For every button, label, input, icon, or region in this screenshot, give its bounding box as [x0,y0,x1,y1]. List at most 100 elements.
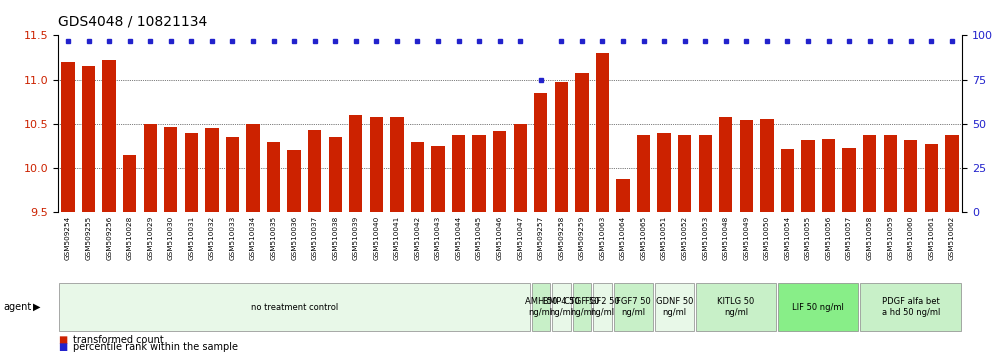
Text: BMP4 50
ng/ml: BMP4 50 ng/ml [543,297,580,317]
Text: GSM510029: GSM510029 [147,216,153,260]
Bar [184,133,198,212]
Bar [822,139,836,212]
Text: GSM510030: GSM510030 [167,216,174,260]
Text: ■: ■ [58,342,67,352]
Bar [924,144,938,212]
Bar [617,179,629,212]
Bar [945,135,958,212]
Text: GSM510039: GSM510039 [353,216,359,260]
Bar [555,82,568,212]
Text: GSM510031: GSM510031 [188,216,194,260]
Text: FGF7 50
ng/ml: FGF7 50 ng/ml [616,297,650,317]
Bar [740,120,753,212]
Bar [514,124,527,212]
Text: CTGF 50
ng/ml: CTGF 50 ng/ml [564,297,600,317]
Text: GSM509257: GSM509257 [538,216,544,260]
Text: GSM510036: GSM510036 [291,216,297,260]
Bar [904,140,917,212]
Text: GSM510046: GSM510046 [497,216,503,260]
Text: ▶: ▶ [33,302,41,312]
Text: GSM510044: GSM510044 [455,216,461,260]
Text: GSM510053: GSM510053 [702,216,708,260]
Bar [390,117,403,212]
Bar [534,93,548,212]
Text: GSM510059: GSM510059 [887,216,893,260]
Text: GSM510051: GSM510051 [661,216,667,260]
Bar [802,140,815,212]
Bar [781,149,794,212]
Bar [636,135,650,212]
Text: GSM509259: GSM509259 [579,216,585,260]
Text: GSM510043: GSM510043 [435,216,441,260]
Text: GSM510041: GSM510041 [393,216,400,260]
Bar [719,117,732,212]
Bar [863,135,876,212]
Text: GSM510057: GSM510057 [846,216,853,260]
Text: no treatment control: no treatment control [251,303,338,312]
Bar [576,73,589,212]
Bar [657,133,670,212]
Text: GSM510028: GSM510028 [126,216,132,260]
Text: GSM510040: GSM510040 [374,216,379,260]
Bar [164,126,177,212]
Bar [596,53,610,212]
Text: GSM510035: GSM510035 [271,216,277,260]
Text: GSM510049: GSM510049 [743,216,749,260]
Bar [698,136,712,212]
Text: GSM510058: GSM510058 [867,216,872,260]
Text: GSM510055: GSM510055 [805,216,811,260]
Text: GSM510045: GSM510045 [476,216,482,260]
Bar [472,135,486,212]
Text: GSM509258: GSM509258 [559,216,565,260]
Text: GSM510033: GSM510033 [229,216,235,260]
Text: GSM510042: GSM510042 [414,216,420,260]
Text: GSM510063: GSM510063 [600,216,606,260]
Bar [226,137,239,212]
Text: GSM510062: GSM510062 [949,216,955,260]
Text: GSM509255: GSM509255 [86,216,92,260]
Text: ■: ■ [58,335,67,345]
Text: FGF2 50
ng/ml: FGF2 50 ng/ml [585,297,620,317]
Text: GSM509254: GSM509254 [65,216,71,260]
Text: GSM510054: GSM510054 [785,216,791,260]
Bar [431,146,444,212]
Text: GSM510038: GSM510038 [333,216,339,260]
Bar [760,119,774,212]
Bar [308,130,322,212]
Text: GSM510047: GSM510047 [517,216,523,260]
Bar [350,115,363,212]
Bar [370,117,383,212]
Bar [62,62,75,212]
Bar [883,136,896,212]
Text: GSM510065: GSM510065 [640,216,646,260]
Bar [410,142,424,212]
Bar [246,124,260,212]
Bar [329,137,342,212]
Bar [205,129,218,212]
Text: PDGF alfa bet
a hd 50 ng/ml: PDGF alfa bet a hd 50 ng/ml [881,297,940,317]
Text: percentile rank within the sample: percentile rank within the sample [73,342,238,352]
Text: GSM510061: GSM510061 [928,216,934,260]
Text: GSM510052: GSM510052 [681,216,687,260]
Text: GSM510060: GSM510060 [907,216,913,260]
Text: GSM510056: GSM510056 [826,216,832,260]
Text: GDS4048 / 10821134: GDS4048 / 10821134 [58,14,207,28]
Bar [843,148,856,212]
Text: GSM510048: GSM510048 [723,216,729,260]
Text: KITLG 50
ng/ml: KITLG 50 ng/ml [717,297,755,317]
Bar [143,124,157,212]
Text: transformed count: transformed count [73,335,163,345]
Text: GSM509256: GSM509256 [107,216,113,260]
Bar [288,150,301,212]
Text: agent: agent [3,302,31,312]
Text: GSM510050: GSM510050 [764,216,770,260]
Bar [82,66,96,212]
Bar [493,131,506,212]
Text: GDNF 50
ng/ml: GDNF 50 ng/ml [655,297,693,317]
Text: GSM510037: GSM510037 [312,216,318,260]
Text: LIF 50 ng/ml: LIF 50 ng/ml [793,303,845,312]
Text: GSM510064: GSM510064 [620,216,626,260]
Bar [452,135,465,212]
Text: AMH 50
ng/ml: AMH 50 ng/ml [525,297,557,317]
Text: GSM510034: GSM510034 [250,216,256,260]
